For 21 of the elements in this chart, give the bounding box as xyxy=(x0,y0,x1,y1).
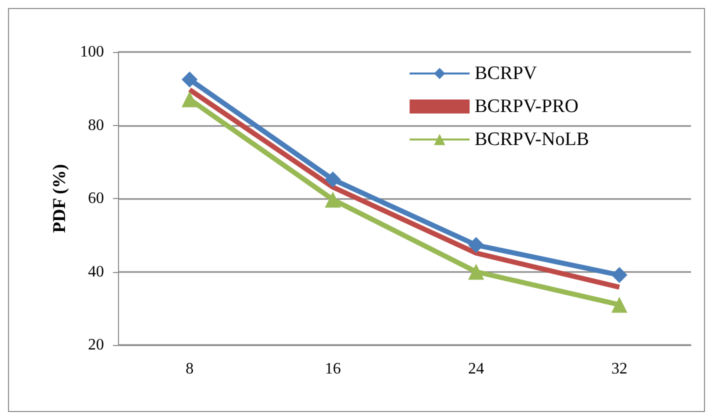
point xyxy=(324,192,341,208)
x-tick-label: 24 xyxy=(468,360,484,378)
legend-label: BCRPV-PRO xyxy=(474,96,578,117)
y-tick-label: 100 xyxy=(80,44,104,60)
x-tick-label: 32 xyxy=(611,360,628,378)
legend-label: BCRPV xyxy=(474,63,538,84)
y-tick-label: 80 xyxy=(88,116,104,134)
point xyxy=(182,71,198,88)
point xyxy=(611,296,628,313)
point xyxy=(468,264,484,280)
point xyxy=(468,237,484,254)
y-tick-label: 60 xyxy=(88,190,104,207)
y-axis-title: PDF (%) xyxy=(49,164,69,233)
x-tick-label: 8 xyxy=(186,360,194,378)
point xyxy=(182,91,198,108)
legend-label: BCRPV-NoLB xyxy=(474,129,589,150)
point xyxy=(611,267,628,284)
y-tick-label: 40 xyxy=(88,263,104,280)
x-tick-label: 16 xyxy=(324,360,341,378)
y-tick-label: 20 xyxy=(88,336,104,354)
point xyxy=(324,171,341,188)
